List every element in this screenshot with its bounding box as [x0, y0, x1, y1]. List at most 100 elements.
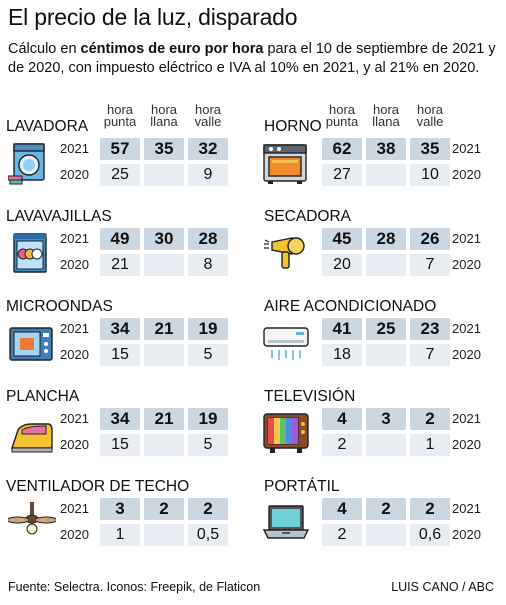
header-hora-llana: hora llana — [372, 102, 400, 129]
appliance-name: LAVAVAJILLAS — [6, 208, 112, 225]
price-cell: 15 — [100, 434, 140, 456]
television-icon — [263, 413, 309, 453]
credit: LUIS CANO / ABC — [391, 580, 494, 594]
price-cell — [366, 434, 406, 456]
price-cell: 2 — [322, 434, 362, 456]
price-cell: 28 — [366, 228, 406, 250]
page-title: El precio de la luz, disparado — [8, 4, 298, 30]
appliance-panel: LAVADORA hora punta hora llana hora valle 2021 5… — [0, 103, 248, 198]
price-cell: 10 — [410, 164, 450, 186]
year-label-2020: 2020 — [60, 527, 89, 542]
appliance-panel: PORTÁTIL 2021 4 2 2 2020 2 0,6 — [256, 478, 504, 558]
price-cell: 3 — [100, 498, 140, 520]
header-hora-punta: hora punta — [325, 102, 359, 129]
appliance-name: TELEVISIÓN — [264, 388, 356, 405]
year-label-2020: 2020 — [60, 167, 89, 182]
price-cell — [366, 164, 406, 186]
appliance-panel: LAVAVAJILLAS 2021 49 30 28 2020 21 8 — [0, 208, 248, 288]
price-cell — [144, 434, 184, 456]
appliance-name: AIRE ACONDICIONADO — [264, 298, 437, 315]
price-cell — [144, 254, 184, 276]
price-cell: 3 — [366, 408, 406, 430]
year-label-2020: 2020 — [452, 347, 481, 362]
ceiling-fan-icon — [8, 502, 56, 535]
year-label-2020: 2020 — [452, 167, 481, 182]
appliance-panel: VENTILADOR DE TECHO 2021 3 2 2 2020 1 0,5 — [0, 478, 248, 558]
year-label-2020: 2020 — [60, 257, 89, 272]
price-cell: 45 — [322, 228, 362, 250]
appliance-panel: HORNO hora punta hora llana hora valle 2021 62 38… — [256, 103, 504, 198]
price-cell: 25 — [100, 164, 140, 186]
year-label-2020: 2020 — [60, 347, 89, 362]
appliance-panel: AIRE ACONDICIONADO 2021 41 25 23 2020 18 7 — [256, 298, 504, 378]
air-conditioner-icon — [263, 327, 309, 360]
price-cell: 2 — [366, 498, 406, 520]
header-hora-valle: hora valle — [194, 102, 222, 129]
price-cell: 38 — [366, 138, 406, 160]
price-cell: 20 — [322, 254, 362, 276]
price-cell: 9 — [188, 164, 228, 186]
price-cell: 7 — [410, 254, 450, 276]
appliance-name: SECADORA — [264, 208, 351, 225]
appliance-name: MICROONDAS — [6, 298, 113, 315]
price-cell: 4 — [322, 408, 362, 430]
price-cell: 49 — [100, 228, 140, 250]
year-label-2020: 2020 — [452, 527, 481, 542]
price-cell: 2 — [188, 498, 228, 520]
price-cell: 2 — [410, 408, 450, 430]
appliance-panel: MICROONDAS 2021 34 21 19 2020 15 5 — [0, 298, 248, 378]
microwave-icon — [9, 327, 53, 361]
price-cell: 35 — [410, 138, 450, 160]
header-hora-punta: hora punta — [103, 102, 137, 129]
appliance-panel: PLANCHA 2021 34 21 19 2020 15 5 — [0, 388, 248, 468]
subtitle: Cálculo en céntimos de euro por hora par… — [8, 41, 496, 76]
hair-dryer-icon — [264, 237, 305, 269]
price-cell: 4 — [322, 498, 362, 520]
year-label-2021: 2021 — [452, 231, 481, 246]
price-cell: 28 — [188, 228, 228, 250]
price-cell: 27 — [322, 164, 362, 186]
price-cell: 21 — [144, 318, 184, 340]
appliance-panel: TELEVISIÓN 2021 4 3 2 2020 2 1 — [256, 388, 504, 468]
price-cell: 2 — [410, 498, 450, 520]
price-cell: 5 — [188, 434, 228, 456]
price-cell: 21 — [144, 408, 184, 430]
year-label-2020: 2020 — [60, 437, 89, 452]
price-cell — [144, 344, 184, 366]
year-label-2021: 2021 — [60, 321, 89, 336]
year-label-2021: 2021 — [60, 501, 89, 516]
price-cell: 35 — [144, 138, 184, 160]
price-cell: 8 — [188, 254, 228, 276]
price-cell: 19 — [188, 318, 228, 340]
price-cell — [144, 164, 184, 186]
price-cell: 30 — [144, 228, 184, 250]
price-cell: 2 — [322, 524, 362, 546]
year-label-2021: 2021 — [452, 321, 481, 336]
price-cell: 7 — [410, 344, 450, 366]
price-cell: 19 — [188, 408, 228, 430]
price-cell: 18 — [322, 344, 362, 366]
appliance-name: PORTÁTIL — [264, 478, 340, 495]
year-label-2020: 2020 — [452, 257, 481, 272]
price-cell: 15 — [100, 344, 140, 366]
price-cell — [366, 344, 406, 366]
price-cell: 26 — [410, 228, 450, 250]
price-cell: 25 — [366, 318, 406, 340]
price-cell: 34 — [100, 318, 140, 340]
price-cell: 32 — [188, 138, 228, 160]
dishwasher-icon — [13, 233, 47, 273]
appliance-name: VENTILADOR DE TECHO — [6, 478, 190, 495]
price-cell: 0,5 — [188, 524, 228, 546]
year-label-2021: 2021 — [60, 141, 89, 156]
price-cell: 2 — [144, 498, 184, 520]
header-hora-valle: hora valle — [416, 102, 444, 129]
price-cell — [144, 524, 184, 546]
year-label-2021: 2021 — [452, 411, 481, 426]
price-cell: 34 — [100, 408, 140, 430]
price-cell: 41 — [322, 318, 362, 340]
year-label-2021: 2021 — [60, 411, 89, 426]
appliance-name: LAVADORA — [6, 118, 89, 135]
year-label-2021: 2021 — [452, 141, 481, 156]
appliance-panel: SECADORA 2021 45 28 26 2020 20 7 — [256, 208, 504, 288]
price-cell: 23 — [410, 318, 450, 340]
